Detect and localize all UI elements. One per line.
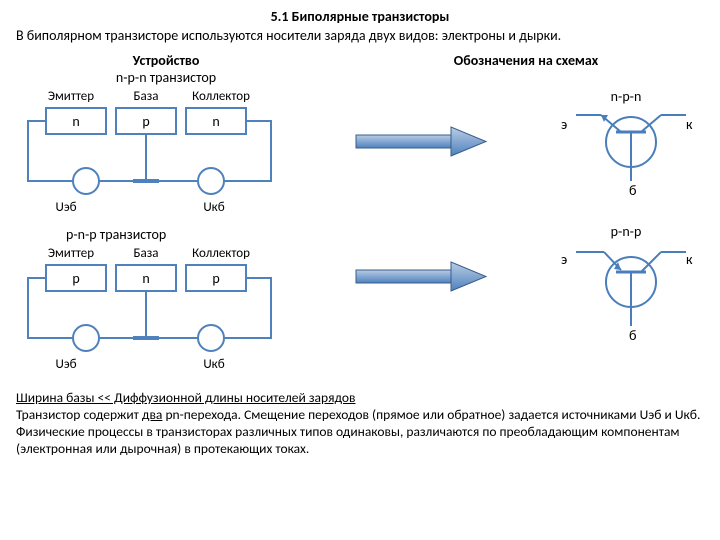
pnp-label: p-n-p транзистор [16,226,316,243]
cb-source [198,168,224,194]
emitter-label: Эмиттер [48,89,94,104]
arrow-icon [356,262,486,291]
npn-structure-diagram: Эмиттер База Коллектор n p n Uэб Uкб [16,86,296,226]
svg-text:к: к [686,251,693,268]
collector-label-2: Коллектор [192,246,250,261]
right-heading: Обозначения на схемах [346,52,706,69]
intro-text: В биполярном транзисторе используются но… [16,27,704,44]
page-title: 5.1 Биполярные транзисторы [16,8,704,25]
base-label-2: База [134,246,159,261]
collector-short: к [686,116,693,133]
emitter-short: э [561,116,567,133]
eb-source [73,168,99,194]
right-column: Обозначения на схемах n-p-n э к б [346,52,706,383]
svg-text:p: p [72,270,79,287]
collector-type: n [212,113,219,130]
footer-line2b: два [142,406,162,423]
npn-label: n-p-n транзистор [16,69,316,86]
base-label: База [134,89,159,104]
footer-line1: Ширина базы << Диффузионной длины носите… [16,389,356,406]
pnp-structure-diagram: Эмиттер База Коллектор p n p Uэб Uкб [16,243,296,383]
footer-line2a: Транзистор содержит [16,406,142,423]
arrow-icon [356,127,486,156]
left-column: Устройство n-p-n транзистор Эмиттер База… [16,52,316,383]
footer-text: Ширина базы << Диффузионной длины носите… [16,389,704,457]
svg-text:n: n [142,270,149,287]
svg-text:Uэб: Uэб [55,357,76,372]
emitter-type: n [72,113,79,130]
npn-symbol-label: n-p-n [611,88,642,105]
base-type: p [142,113,149,130]
ueb-label: Uэб [55,200,76,215]
svg-text:б: б [629,327,636,344]
pnp-row: p-n-p э к б [346,212,706,362]
collector-label: Коллектор [192,89,250,104]
svg-text:Uкб: Uкб [203,357,224,372]
npn-row: n-p-n э к б [346,87,706,212]
pnp-symbol-label: p-n-p [611,223,642,240]
ucb-label: Uкб [203,200,224,215]
base-short: б [629,182,636,199]
emitter-label-2: Эмиттер [48,246,94,261]
svg-text:p: p [212,270,219,287]
svg-text:э: э [561,251,567,268]
left-heading: Устройство [16,52,316,69]
